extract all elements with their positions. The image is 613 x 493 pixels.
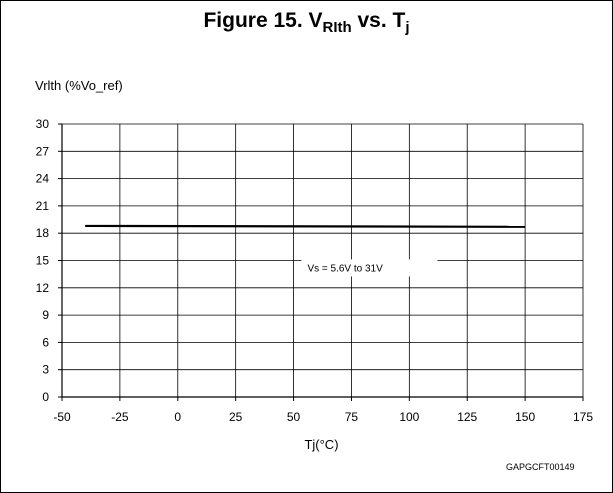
y-tick-label: 18 — [36, 226, 50, 240]
chart-title: Figure 15. VRIth vs. Tj — [203, 9, 410, 36]
y-tick-label: 9 — [42, 308, 49, 322]
y-tick-label: 24 — [36, 172, 50, 186]
annotation-label: Vs = 5.6V to 31V — [307, 263, 383, 274]
x-tick-label: 50 — [287, 410, 301, 424]
x-tick-label: 150 — [515, 410, 535, 424]
x-tick-label: 100 — [399, 410, 419, 424]
x-tick-label: -50 — [53, 410, 71, 424]
y-tick-label: 0 — [42, 390, 49, 404]
y-tick-label: 6 — [42, 335, 49, 349]
y-tick-label: 15 — [36, 254, 50, 268]
y-tick-label: 21 — [36, 199, 50, 213]
x-tick-label: 75 — [345, 410, 359, 424]
x-axis-label: Tj(°C) — [304, 437, 339, 452]
x-tick-label: -25 — [111, 410, 129, 424]
y-tick-label: 12 — [36, 281, 50, 295]
series-line — [85, 224, 526, 228]
y-tick-label: 27 — [36, 144, 50, 158]
x-tick-label: 175 — [573, 410, 593, 424]
y-axis-label: Vrlth (%Vo_ref) — [35, 78, 123, 93]
y-tick-label: 3 — [42, 363, 49, 377]
x-tick-label: 0 — [174, 410, 181, 424]
x-tick-label: 25 — [229, 410, 243, 424]
y-tick-label: 30 — [36, 117, 50, 131]
x-tick-label: 125 — [457, 410, 477, 424]
annotation-background — [301, 259, 438, 277]
figure-code: GAPGCFT00149 — [506, 462, 575, 472]
